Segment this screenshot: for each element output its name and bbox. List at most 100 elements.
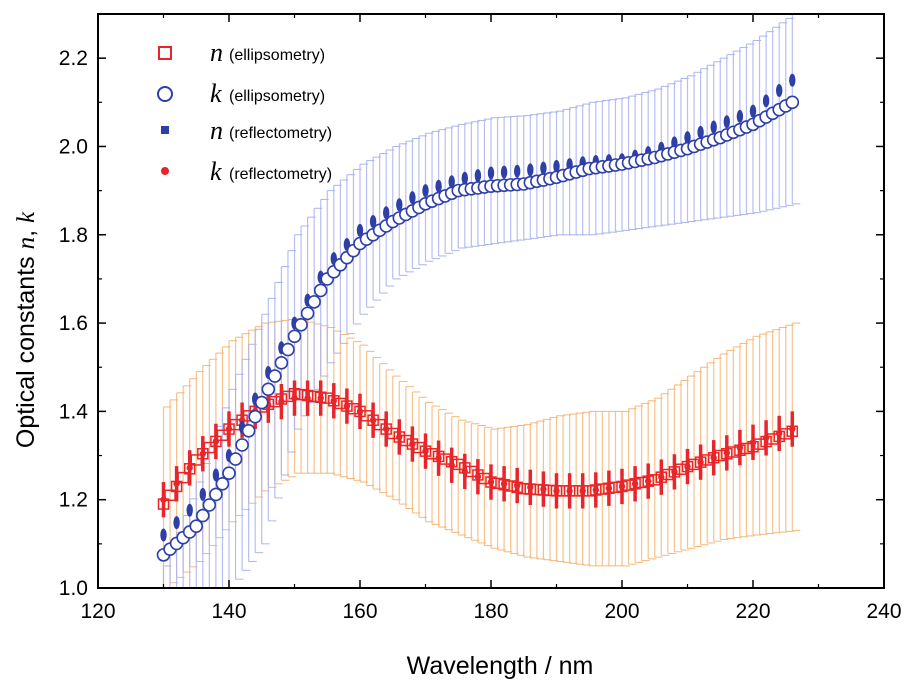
n-ellipsometry-point	[452, 458, 464, 471]
n-reflectometry-point	[383, 206, 390, 220]
n-ellipsometry-point	[216, 429, 229, 441]
n-ellipsometry-point	[164, 489, 176, 502]
n-ellipsometry-point	[583, 485, 595, 497]
n-reflectometry-point	[369, 215, 377, 229]
k-ellipsometry-point	[294, 318, 308, 332]
n-ellipsometry-point	[295, 388, 307, 401]
n-reflectometry-point	[553, 159, 560, 173]
n-reflectometry-point	[749, 104, 757, 118]
x-tick-label: 220	[735, 600, 770, 623]
k-ellipsometry-point	[189, 519, 204, 533]
x-tick-label: 160	[342, 600, 377, 623]
n-ellipsometry-point	[518, 482, 530, 495]
n-ellipsometry-point	[537, 484, 550, 496]
n-ellipsometry-point	[269, 395, 281, 408]
n-ellipsometry-point	[590, 484, 602, 496]
n-ellipsometry-point	[780, 428, 792, 440]
x-tick-label: 140	[211, 600, 246, 623]
y-axis-label-k: k	[13, 211, 40, 223]
y-tick-label: 1.0	[59, 577, 88, 600]
n-reflectometry-point	[776, 84, 783, 98]
n-reflectometry-point	[500, 165, 508, 179]
k-ellipsometry-point	[215, 476, 230, 491]
n-ellipsometry-point	[387, 427, 399, 440]
n-reflectometry-point	[409, 191, 416, 205]
n-reflectometry-point	[212, 468, 220, 482]
legend-marker-filled-square	[161, 126, 169, 134]
legend-label: (reflectometry)	[229, 125, 332, 142]
n-ellipsometry-point	[419, 445, 432, 457]
n-reflectometry-point	[789, 73, 796, 87]
n-ellipsometry-point	[668, 466, 681, 478]
n-ellipsometry-point	[177, 471, 189, 484]
k-ellipsometry-point	[248, 409, 262, 424]
n-ellipsometry-point	[524, 483, 537, 495]
n-ellipsometry-point	[681, 460, 694, 473]
n-ellipsometry-point	[603, 482, 615, 494]
n-ellipsometry-point	[642, 475, 654, 487]
n-reflectometry-point	[527, 163, 534, 177]
n-ellipsometry-point	[308, 390, 320, 403]
n-ellipsometry-point	[275, 393, 288, 405]
n-ellipsometry-point	[491, 477, 504, 490]
y-tick-label: 1.6	[59, 312, 88, 335]
axis-ticks: 120 140 160 180 200 220 240 1.0 1.2 1.4 1.6 1.8 2.0 2…	[59, 14, 902, 623]
legend-symbol: n	[210, 116, 223, 145]
n-ellipsometry-point	[282, 390, 294, 403]
n-ellipsometry-point	[544, 484, 556, 497]
k-ellipsometry-point	[254, 395, 269, 410]
k-ellipsometry-point	[261, 382, 276, 397]
n-ellipsometry-point	[576, 485, 589, 497]
n-ellipsometry-point	[347, 402, 360, 415]
n-ellipsometry-point	[301, 389, 314, 402]
n-reflectometry-point	[186, 503, 193, 517]
n-ellipsometry-point	[714, 449, 726, 462]
x-tick-label: 180	[473, 600, 508, 623]
k-ellipsometry-point	[268, 369, 282, 383]
y-tick-label: 1.2	[59, 489, 88, 512]
n-ellipsometry-point	[203, 441, 216, 454]
n-ellipsometry-point	[596, 483, 609, 495]
n-ellipsometry-point	[511, 481, 523, 494]
n-ellipsometry-point	[400, 434, 412, 447]
n-ellipsometry-point	[183, 463, 196, 475]
n-ellipsometry-point	[334, 397, 347, 410]
n-ellipsometry-point	[649, 474, 661, 486]
k-ellipsometry-point	[222, 466, 236, 481]
y-axis-label-text: Optical constants	[12, 249, 40, 448]
n-reflectometry-point	[422, 184, 429, 198]
legend-symbol: n	[210, 38, 223, 67]
k-reflectometry-point	[186, 464, 193, 472]
n-ellipsometry-point	[609, 481, 622, 494]
y-tick-label: 2.2	[59, 47, 88, 70]
y-tick-label: 1.4	[59, 400, 89, 423]
n-ellipsometry-point	[616, 480, 628, 493]
n-ellipsometry-point	[406, 438, 419, 450]
n-ellipsometry-point	[734, 444, 746, 456]
n-reflectometry-point	[173, 516, 180, 530]
k-ellipsometry-point	[235, 438, 249, 452]
legend-label: (ellipsometry)	[229, 47, 325, 64]
n-ellipsometry-point	[413, 441, 425, 454]
n-ellipsometry-point	[747, 440, 759, 453]
n-reflectometry-point	[448, 175, 455, 189]
y-tick-label: 1.8	[59, 224, 88, 247]
legend-label: (ellipsometry)	[229, 88, 325, 105]
k-ellipsometry-point	[274, 356, 289, 370]
n-ellipsometry-point	[675, 463, 687, 475]
n-ellipsometry-point	[341, 400, 353, 412]
n-ellipsometry-point	[498, 478, 510, 491]
k-ellipsometry-point	[196, 508, 210, 523]
n-reflectometry-point	[160, 528, 167, 542]
y-axis-label-comma: ,	[12, 223, 40, 237]
legend-entry-n-reflectometry: n (reflectometry)	[161, 116, 332, 145]
n-ellipsometry-point	[629, 478, 641, 490]
k-ellipsometry-point	[281, 342, 295, 357]
n-reflectometry-point	[736, 109, 744, 123]
n-ellipsometry-point	[557, 485, 569, 497]
n-ellipsometry-point	[707, 451, 720, 464]
n-ellipsometry-point	[328, 395, 340, 407]
legend-marker-open-square	[158, 46, 172, 60]
n-ellipsometry-point	[197, 448, 209, 460]
legend-label: (reflectometry)	[229, 166, 332, 183]
